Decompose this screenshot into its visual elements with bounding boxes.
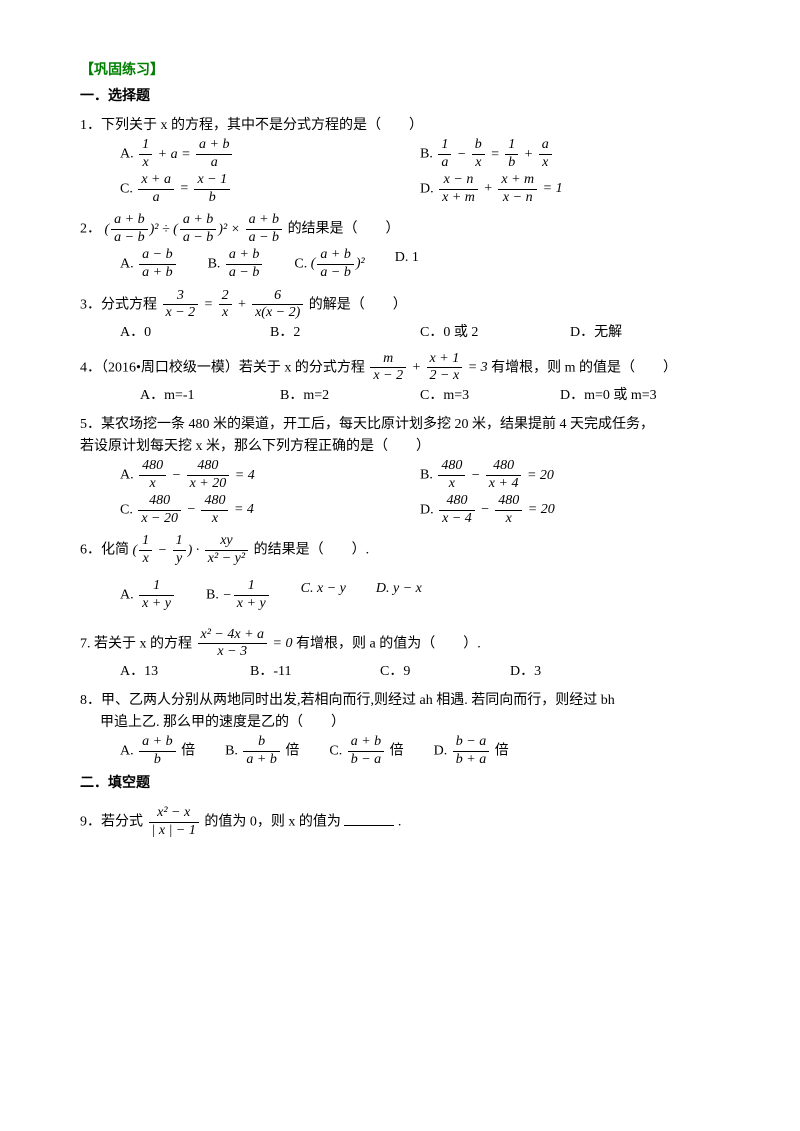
q1-options-row1: A. 1x + a = a + ba B. 1a − bx = 1b + ax (120, 137, 720, 172)
q6-pre: 6．化简 (80, 543, 133, 558)
q6-c: C. x − y (301, 578, 346, 613)
q3-d: D．无解 (570, 322, 622, 344)
q5-a: A. (120, 468, 134, 483)
q3-post: 的解是（ ） (309, 297, 407, 312)
q7-a: A．13 (120, 661, 220, 683)
q7-post: 有增根，则 a 的值为（ ）. (296, 636, 481, 651)
question-3: 3．分式方程 3x − 2 = 2x + 6x(x − 2) 的解是（ ） (80, 288, 720, 323)
q7-c: C．9 (380, 661, 480, 683)
q8-d: D. (434, 744, 448, 759)
q7-options: A．13 B．-11 C．9 D．3 (120, 661, 720, 683)
q4-a: A．m=-1 (140, 385, 250, 407)
q3-options: A．0 B．2 C．0 或 2 D．无解 (120, 322, 720, 344)
q3-pre: 3．分式方程 (80, 297, 161, 312)
q1-options-row2: C. x + aa = x − 1b D. x − nx + m + x + m… (120, 172, 720, 207)
question-6: 6．化简 (1x − 1y) · xyx² − y² 的结果是（ ）. (80, 533, 720, 568)
q8-b2: 倍 (285, 744, 299, 759)
q2-b: B. (208, 256, 221, 271)
q4-post: 有增根，则 m 的值是（ ） (491, 360, 677, 375)
question-8: 8．甲、乙两人分别从两地同时出发,若相向而行,则经过 ah 相遇. 若同向而行，… (80, 690, 720, 735)
q6-d: D. y − x (376, 578, 422, 613)
question-9: 9．若分式 x² − x| x | − 1 的值为 0，则 x 的值为 . (80, 805, 720, 840)
q3-a: A．0 (120, 322, 240, 344)
q6-b: B. (206, 588, 219, 603)
q2-d: D. 1 (395, 247, 419, 282)
question-4: 4．（2016•周口校级一模）若关于 x 的分式方程 mx − 2 + x + … (80, 351, 720, 386)
q8-a2: 倍 (181, 744, 195, 759)
q4-options: A．m=-1 B．m=2 C．m=3 D．m=0 或 m=3 (140, 385, 720, 407)
q6-post: 的结果是（ ）. (254, 543, 370, 558)
question-7: 7. 若关于 x 的方程 x² − 4x + ax − 3 = 0 有增根，则 … (80, 627, 720, 662)
question-1: 1．下列关于 x 的方程，其中不是分式方程的是（ ） (80, 115, 720, 137)
q4-b: B．m=2 (280, 385, 390, 407)
q8-c2: 倍 (390, 744, 404, 759)
q8-line1: 8．甲、乙两人分别从两地同时出发,若相向而行,则经过 ah 相遇. 若同向而行，… (80, 690, 720, 712)
section-2-title: 二．填空题 (80, 773, 720, 795)
q2-post: 的结果是（ ） (288, 222, 400, 237)
section-1-title: 一．选择题 (80, 86, 720, 108)
q1-opt-d-label: D. (420, 181, 434, 196)
q1-opt-c-label: C. (120, 181, 133, 196)
q8-d2: 倍 (495, 744, 509, 759)
q5-d: D. (420, 502, 434, 517)
q5-row1: A. 480x − 480x + 20 = 4 B. 480x − 480x +… (120, 458, 720, 493)
q4-d: D．m=0 或 m=3 (560, 385, 657, 407)
q1-text: 1．下列关于 x 的方程，其中不是分式方程的是（ ） (80, 118, 423, 133)
q8-options: A. a + bb 倍 B. ba + b 倍 C. a + bb − a 倍 … (120, 734, 720, 769)
q7-pre: 7. 若关于 x 的方程 (80, 636, 196, 651)
q5-c: C. (120, 502, 133, 517)
q8-a: A. (120, 744, 134, 759)
q9-blank (344, 811, 394, 826)
q4-c: C．m=3 (420, 385, 530, 407)
practice-header: 【巩固练习】 (80, 60, 720, 82)
q1-opt-b-label: B. (420, 147, 433, 162)
q7-d: D．3 (510, 661, 541, 683)
q9-post: 的值为 0，则 x 的值为 (204, 815, 341, 830)
q3-b: B．2 (270, 322, 390, 344)
q5-line2: 若设原计划每天挖 x 米，那么下列方程正确的是（ ） (80, 436, 720, 458)
q2-options: A. a − ba + b B. a + ba − b C. (a + ba −… (120, 247, 720, 282)
q2-a: A. (120, 256, 134, 271)
q6-options: A. 1x + y B. −1x + y C. x − y D. y − x (120, 578, 720, 613)
q3-c: C．0 或 2 (420, 322, 540, 344)
q8-c: C. (329, 744, 342, 759)
q9-pre: 9．若分式 (80, 815, 147, 830)
q1-opt-a-label: A. (120, 147, 134, 162)
q7-b: B．-11 (250, 661, 350, 683)
q5-row2: C. 480x − 20 − 480x = 4 D. 480x − 4 − 48… (120, 493, 720, 528)
q6-a: A. (120, 588, 134, 603)
question-5: 5．某农场挖一条 480 米的渠道，开工后，每天比原计划多挖 20 米，结果提前… (80, 414, 720, 459)
q8-line2: 甲追上乙. 那么甲的速度是乙的（ ） (100, 712, 720, 734)
q4-pre: 4．（2016•周口校级一模）若关于 x 的分式方程 (80, 360, 368, 375)
q5-b: B. (420, 468, 433, 483)
q8-b: B. (225, 744, 238, 759)
q2-c: C. (294, 256, 307, 271)
q2-pre: 2． (80, 222, 101, 237)
question-2: 2． (a + ba − b)² ÷ (a + ba − b)² × a + b… (80, 212, 720, 247)
q9-period: . (398, 815, 402, 830)
q5-line1: 5．某农场挖一条 480 米的渠道，开工后，每天比原计划多挖 20 米，结果提前… (80, 414, 720, 436)
